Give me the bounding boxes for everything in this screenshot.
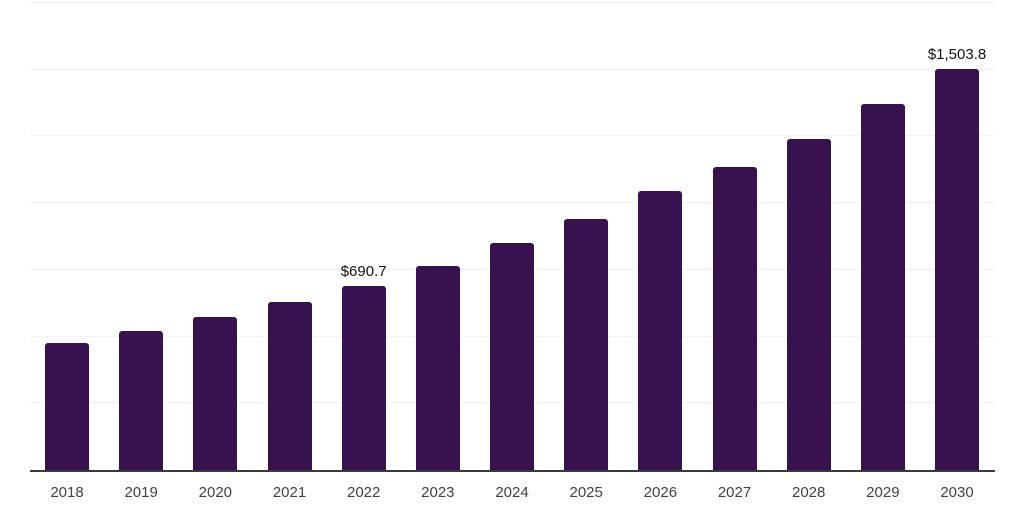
x-tick-label-2020: 2020 [198,484,233,501]
x-tick-label-2026: 2026 [643,484,678,501]
x-tick-label-2029: 2029 [866,484,900,501]
x-tick-label-2021: 2021 [272,484,307,501]
gridline-1250 [30,135,995,137]
x-tick-label-2030: 2030 [940,484,974,501]
gridline-1500 [30,68,995,70]
x-tick-label-2023: 2023 [421,484,455,501]
x-tick-label-2025: 2025 [569,484,603,501]
bar-2022 [341,285,386,470]
x-tick-label-2024: 2024 [495,484,529,501]
bar-2026 [638,191,683,470]
bar-2019 [119,330,164,470]
x-tick-label-2027: 2027 [717,484,752,501]
bar-2025 [564,219,609,470]
x-tick-label-2019: 2019 [124,484,158,501]
bar-2021 [267,301,312,470]
x-tick-label-2022: 2022 [346,484,381,501]
plot-area: $690.7 $1,503.8 [30,2,995,470]
data-label-2022: $690.7 [340,262,387,280]
x-axis-tick-labels: 2018 2019 2020 2021 2022 2023 2024 2025 2026 2027… [30,484,995,504]
bar-2018 [45,342,89,470]
gridline-1000 [30,202,995,204]
gridline-1750 [30,2,995,3]
bar-2023 [415,266,460,470]
bar-2030 [935,68,980,470]
x-tick-label-2028: 2028 [792,484,826,501]
x-axis-line [30,470,995,472]
bar-2020 [193,317,238,470]
bar-2027 [712,166,757,470]
x-tick-label-2018: 2018 [50,484,84,501]
bar-2024 [490,242,535,470]
bar-2028 [786,139,831,470]
data-label-2030: $1,503.8 [927,45,987,63]
bar-2029 [860,104,905,470]
